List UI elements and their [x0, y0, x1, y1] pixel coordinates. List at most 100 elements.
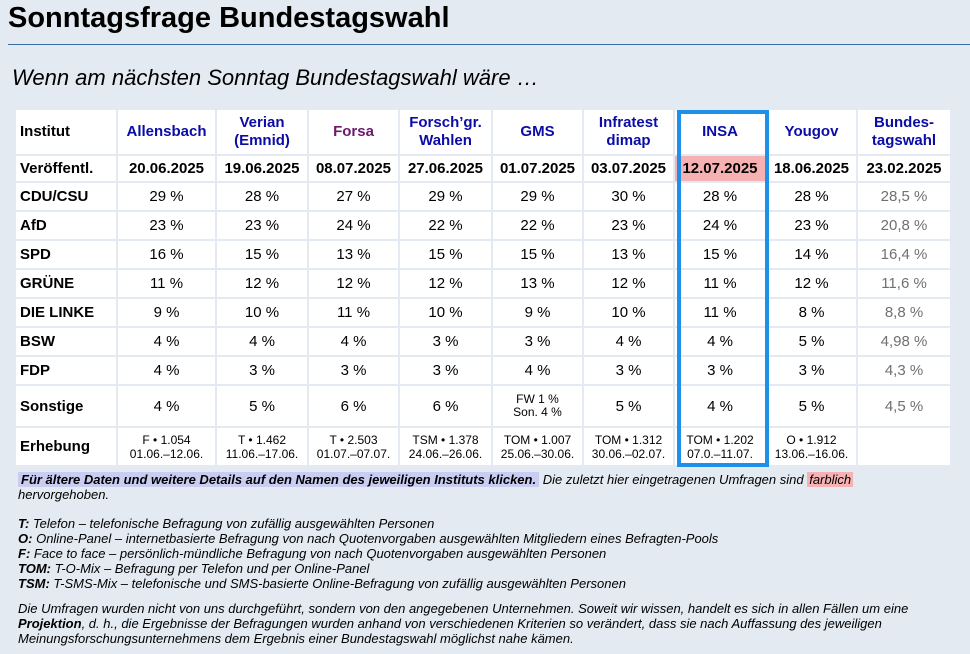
published-date: 27.06.2025 — [400, 156, 491, 181]
election-value: 4,3 % — [858, 357, 950, 384]
party-name: FDP — [16, 357, 116, 384]
survey-info: TOM • 1.202 07.0.–11.07. — [675, 428, 765, 465]
page-subtitle: Wenn am nächsten Sonntag Bundestagswahl … — [12, 65, 539, 90]
poll-value: 3 % — [675, 357, 765, 384]
poll-value: 11 % — [675, 299, 765, 326]
poll-value: 23 % — [217, 212, 307, 239]
survey-info: TOM • 1.007 25.06.–30.06. — [493, 428, 582, 465]
institute-name[interactable]: Forsa — [333, 123, 374, 140]
poll-value: 11 % — [309, 299, 398, 326]
legend-item: T: Telefon – telefonische Befragung von … — [18, 516, 435, 531]
poll-value: 23 % — [118, 212, 215, 239]
poll-value: 29 % — [400, 183, 491, 210]
party-row-gruene: GRÜNE 11 % 12 % 12 % 12 % 13 % 12 % 11 %… — [16, 270, 950, 297]
poll-value: 6 % — [309, 386, 398, 426]
poll-value: 22 % — [493, 212, 582, 239]
institute-link-yougov[interactable]: Yougov — [767, 110, 856, 154]
poll-value: 27 % — [309, 183, 398, 210]
legend-item: F: Face to face – persönlich-mündliche B… — [18, 546, 607, 561]
institute-name[interactable]: Verian (Emnid) — [234, 114, 290, 149]
poll-value: 3 % — [493, 328, 582, 355]
legend-item: O: Online-Panel – internetbasierte Befra… — [18, 531, 719, 546]
poll-value: 3 % — [400, 328, 491, 355]
survey-info: T • 1.462 11.06.–17.06. — [217, 428, 307, 465]
party-row-die-linke: DIE LINKE 9 % 10 % 11 % 10 % 9 % 10 % 11… — [16, 299, 950, 326]
institute-link-forschungsgruppe-wahlen[interactable]: Forsch’gr. Wahlen — [400, 110, 491, 154]
poll-value: 6 % — [400, 386, 491, 426]
party-name: DIE LINKE — [16, 299, 116, 326]
row-label-institute: Institut — [16, 110, 116, 154]
party-name: AfD — [16, 212, 116, 239]
institute-name[interactable]: Yougov — [784, 123, 839, 140]
title-divider — [8, 44, 970, 45]
election-value: 4,5 % — [858, 386, 950, 426]
survey-info: F • 1.054 01.06.–12.06. — [118, 428, 215, 465]
poll-value: 4 % — [309, 328, 398, 355]
poll-value: 12 % — [584, 270, 673, 297]
party-name: CDU/CSU — [16, 183, 116, 210]
poll-value: 24 % — [675, 212, 765, 239]
published-date: 01.07.2025 — [493, 156, 582, 181]
institute-name[interactable]: Infratest dimap — [598, 114, 659, 149]
poll-value: 12 % — [767, 270, 856, 297]
poll-value: 4 % — [118, 386, 215, 426]
survey-row: Erhebung F • 1.054 01.06.–12.06. T • 1.46… — [16, 428, 950, 465]
poll-value: 10 % — [584, 299, 673, 326]
poll-value: 12 % — [309, 270, 398, 297]
institute-link-allensbach[interactable]: Allensbach — [118, 110, 215, 154]
survey-info-empty — [858, 428, 950, 465]
party-row-cdu-csu: CDU/CSU 29 % 28 % 27 % 29 % 29 % 30 % 28… — [16, 183, 950, 210]
survey-info: O • 1.912 13.06.–16.06. — [767, 428, 856, 465]
row-label-published: Veröffentl. — [16, 156, 116, 181]
election-value: 28,5 % — [858, 183, 950, 210]
poll-value: 11 % — [118, 270, 215, 297]
institute-link-insa[interactable]: INSA — [675, 110, 765, 154]
institute-name[interactable]: GMS — [520, 123, 555, 140]
poll-value: 15 % — [400, 241, 491, 268]
poll-value: 4 % — [217, 328, 307, 355]
highlight-note-post: hervorgehoben. — [18, 487, 110, 502]
poll-value: 3 % — [767, 357, 856, 384]
poll-value: 15 % — [493, 241, 582, 268]
institute-link-verian[interactable]: Verian (Emnid) — [217, 110, 307, 154]
others-value: Son. 4 % — [513, 405, 562, 419]
party-row-sonstige: Sonstige 4 % 5 % 6 % 6 % FW 1 % Son. 4 %… — [16, 386, 950, 426]
highlight-note-word: farblich — [807, 472, 854, 487]
poll-value: 11 % — [675, 270, 765, 297]
row-label-survey: Erhebung — [16, 428, 116, 465]
election-value: 20,8 % — [858, 212, 950, 239]
institute-link-infratest-dimap[interactable]: Infratest dimap — [584, 110, 673, 154]
published-row: Veröffentl. 20.06.2025 19.06.2025 08.07.… — [16, 156, 950, 181]
published-date: 23.02.2025 — [858, 156, 950, 181]
election-value: 11,6 % — [858, 270, 950, 297]
party-row-bsw: BSW 4 % 4 % 4 % 3 % 3 % 4 % 4 % 5 % 4,98… — [16, 328, 950, 355]
election-value: 4,98 % — [858, 328, 950, 355]
party-name: SPD — [16, 241, 116, 268]
legend-item: TOM: T-O-Mix – Befragung per Telefon und… — [18, 561, 370, 576]
poll-value: 4 % — [675, 328, 765, 355]
poll-value: 12 % — [400, 270, 491, 297]
institute-link-bundestagswahl[interactable]: Bundes-tagswahl — [858, 110, 950, 154]
institute-name[interactable]: Bundes-tagswahl — [871, 114, 937, 149]
poll-value: 8 % — [767, 299, 856, 326]
table-notes: Für ältere Daten und weitere Details auf… — [18, 472, 958, 502]
poll-value: 10 % — [217, 299, 307, 326]
poll-value: 3 % — [584, 357, 673, 384]
poll-value: 5 % — [217, 386, 307, 426]
published-date: 03.07.2025 — [584, 156, 673, 181]
poll-value: 4 % — [493, 357, 582, 384]
poll-value: 24 % — [309, 212, 398, 239]
institute-link-gms[interactable]: GMS — [493, 110, 582, 154]
institute-name[interactable]: Forsch’gr. Wahlen — [409, 114, 482, 149]
institute-name[interactable]: Allensbach — [126, 123, 207, 140]
institute-link-forsa[interactable]: Forsa — [309, 110, 398, 154]
poll-value: 12 % — [217, 270, 307, 297]
poll-value: 3 % — [309, 357, 398, 384]
poll-value: 4 % — [118, 357, 215, 384]
poll-value: 4 % — [118, 328, 215, 355]
published-date-highlighted: 12.07.2025 — [675, 156, 765, 181]
poll-value: 16 % — [118, 241, 215, 268]
poll-value: 10 % — [400, 299, 491, 326]
institute-name[interactable]: INSA — [702, 123, 738, 140]
poll-value: 23 % — [767, 212, 856, 239]
